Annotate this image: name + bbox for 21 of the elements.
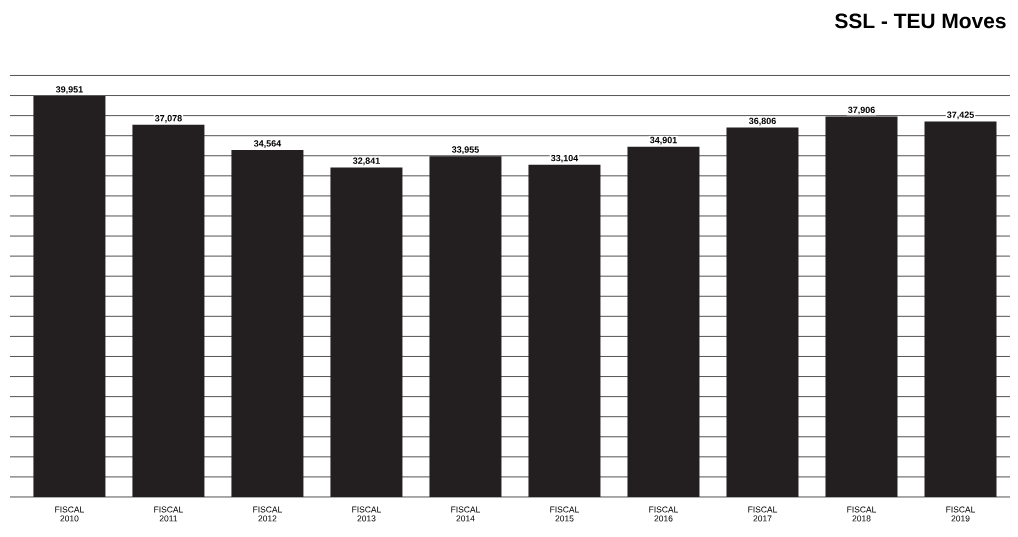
data-label: 37,425 (946, 111, 974, 120)
x-tick-label: FISCAL 2013 (352, 506, 381, 522)
x-tick-label: FISCAL 2016 (649, 506, 679, 522)
x-tick-label: FISCAL 2018 (847, 506, 877, 522)
data-label: 33,104 (550, 154, 579, 163)
x-tick-label: FISCAL 2019 (946, 506, 976, 522)
x-tick-label: FISCAL 2017 (748, 506, 778, 522)
data-label: 37,906 (847, 106, 875, 115)
chart-title: SSL - TEU Moves (835, 13, 1006, 29)
data-label: 36,806 (748, 117, 776, 126)
x-tick-label: FISCAL 2010 (55, 506, 84, 522)
data-label: 32,841 (352, 157, 380, 166)
x-tick-label: FISCAL 2011 (154, 506, 183, 522)
data-label: 33,955 (451, 146, 479, 155)
x-tick-label: FISCAL 2012 (253, 506, 282, 522)
data-label: 34,901 (649, 136, 677, 145)
x-tick-label: FISCAL 2014 (451, 506, 480, 522)
data-label: 39,951 (55, 86, 83, 94)
data-label: 34,564 (253, 140, 282, 148)
data-label: 37,078 (154, 115, 182, 123)
x-tick-label: FISCAL 2015 (550, 506, 579, 522)
